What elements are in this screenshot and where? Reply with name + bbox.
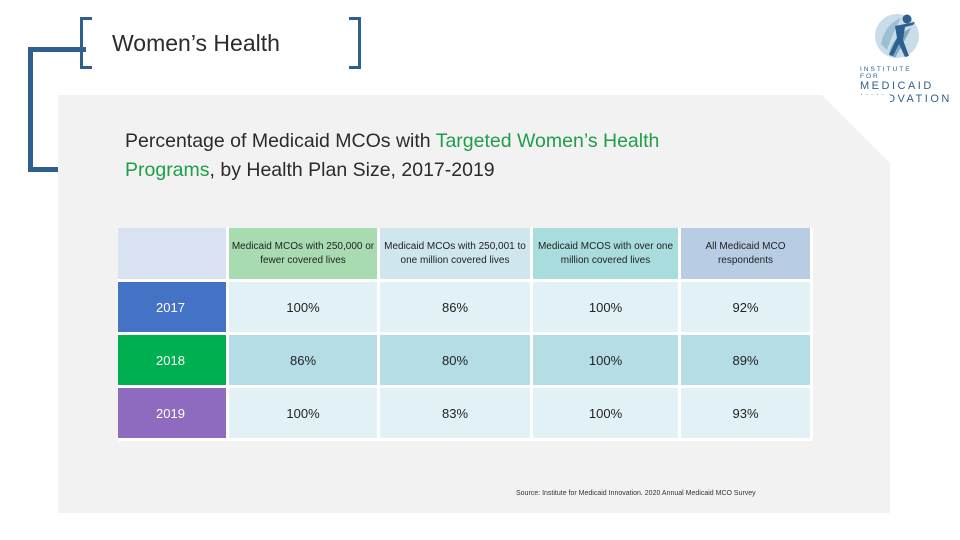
large-bracket-decoration: [28, 47, 86, 172]
year-cell: 2017: [118, 282, 229, 335]
year-cell: 2019: [118, 388, 229, 441]
value-cell: 80%: [380, 335, 533, 388]
section-title: Women’s Health: [112, 30, 280, 56]
header-mid-plans: Medicaid MCOs with 250,001 to one millio…: [380, 228, 533, 282]
table-row: 2018 86% 80% 100% 89%: [118, 335, 813, 388]
source-note: Source: Institute for Medicaid Innovatio…: [516, 490, 756, 497]
value-cell: 100%: [533, 388, 681, 441]
results-table: Medicaid MCOs with 250,000 or fewer cove…: [118, 228, 813, 441]
institute-logo: INSTITUTE FOR MEDICAID INNOVATION: [860, 10, 949, 106]
chart-title: Percentage of Medicaid MCOs with Targete…: [125, 127, 805, 185]
chart-title-prefix: Percentage of Medicaid MCOs with: [125, 130, 436, 152]
value-cell: 86%: [229, 335, 380, 388]
logo-line-1: INSTITUTE FOR: [860, 66, 912, 80]
header-all-respondents: All Medicaid MCO respondents: [681, 228, 813, 282]
value-cell: 92%: [681, 282, 813, 335]
value-cell: 86%: [380, 282, 533, 335]
value-cell: 100%: [533, 335, 681, 388]
table-row: 2019 100% 83% 100% 93%: [118, 388, 813, 441]
value-cell: 100%: [229, 282, 380, 335]
value-cell: 100%: [533, 282, 681, 335]
year-cell: 2018: [118, 335, 229, 388]
value-cell: 93%: [681, 388, 813, 441]
header-large-plans: Medicaid MCOS with over one million cove…: [533, 228, 681, 282]
header-row: Medicaid MCOs with 250,000 or fewer cove…: [118, 228, 813, 282]
title-bracket-open: [80, 17, 92, 69]
header-corner-cell: [118, 228, 229, 282]
logo-line-2: MEDICAID: [860, 80, 934, 92]
title-bracket-close: [349, 17, 361, 69]
page-fold-corner: [822, 95, 890, 163]
value-cell: 89%: [681, 335, 813, 388]
value-cell: 83%: [380, 388, 533, 441]
person-leaf-icon: [875, 14, 919, 58]
value-cell: 100%: [229, 388, 380, 441]
chart-title-suffix: , by Health Plan Size, 2017-2019: [209, 159, 495, 181]
table-row: 2017 100% 86% 100% 92%: [118, 282, 813, 335]
chart-title-highlight: Targeted Women’s Health: [435, 130, 660, 152]
chart-title-highlight-2: Programs: [125, 159, 210, 181]
header-small-plans: Medicaid MCOs with 250,000 or fewer cove…: [229, 228, 380, 282]
